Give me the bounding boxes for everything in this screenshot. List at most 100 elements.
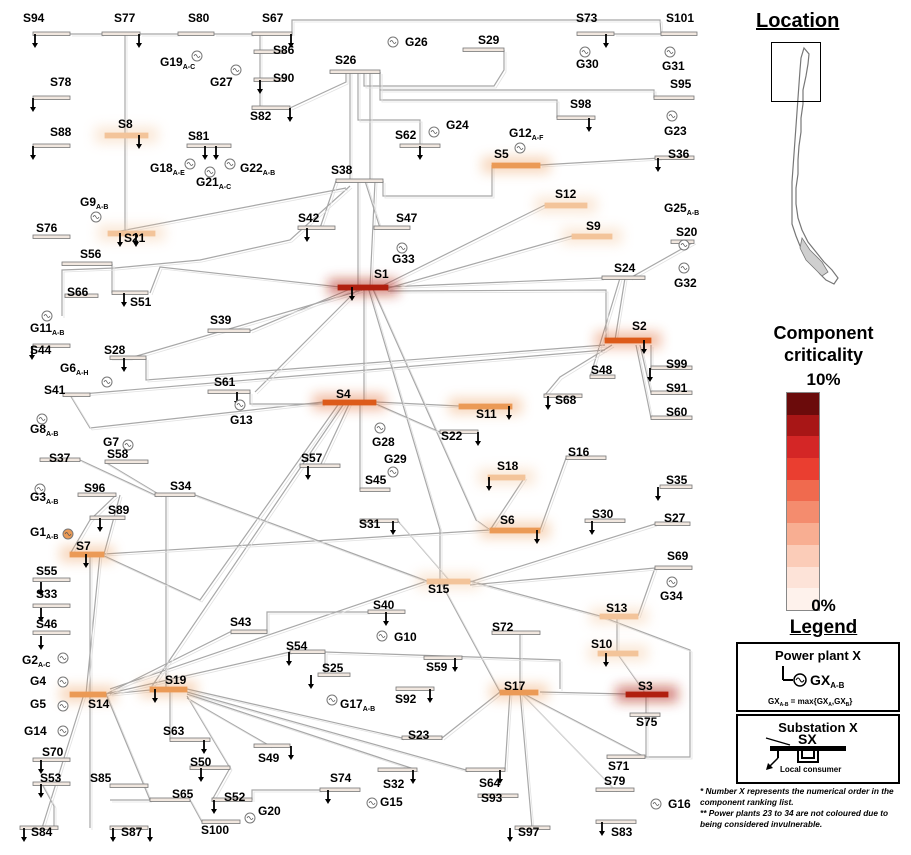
substation-label: S25 <box>322 661 344 675</box>
transmission-line <box>324 651 561 689</box>
substation-bus <box>629 712 661 717</box>
legend-substation-box: Substation X SX Local consumer <box>736 714 900 784</box>
transmission-line-shadow <box>371 182 378 290</box>
transmission-line-shadow <box>616 279 628 343</box>
substation-label: S3 <box>638 679 653 693</box>
transmission-line <box>375 401 460 407</box>
power-plant-label: G11A-B <box>30 321 64 337</box>
substation-label: S45 <box>365 473 387 487</box>
transmission-line-shadow <box>251 394 325 407</box>
substation-bus <box>289 649 326 654</box>
substation-bus <box>659 484 693 489</box>
transmission-line <box>363 50 505 87</box>
substation-bus <box>211 797 253 802</box>
substation-label: S82 <box>250 109 272 123</box>
scale-step <box>786 523 820 545</box>
scale-step <box>786 501 820 524</box>
substation-bus <box>32 95 71 100</box>
load-arrow-head <box>152 698 158 703</box>
side-panel: Location Component criticality 10% 0% Le… <box>700 0 911 855</box>
substation-label: S46 <box>36 617 58 631</box>
substation-bus <box>514 825 551 830</box>
substation-bus <box>253 77 286 82</box>
transmission-line-shadow <box>521 693 618 793</box>
substation-label: S94 <box>23 11 45 25</box>
substation-label: S54 <box>286 639 308 653</box>
transmission-line-shadow <box>291 74 349 111</box>
load-arrow-head <box>83 563 89 568</box>
load-arrow-head <box>198 777 204 782</box>
load-arrow-head <box>390 530 396 535</box>
load-arrow-head <box>305 475 311 480</box>
transmission-line-shadow <box>71 496 119 557</box>
power-plant-label: G23 <box>664 124 687 138</box>
power-plant-label: G34 <box>660 589 683 603</box>
substation-label: S96 <box>84 481 106 495</box>
substation-bus <box>149 797 191 802</box>
power-plant-label: G19A-C <box>160 55 195 71</box>
transmission-line-shadow <box>106 463 163 498</box>
substation-label: S93 <box>481 791 503 805</box>
legend-substation-label: SX <box>798 732 817 747</box>
transmission-line <box>69 394 324 429</box>
load-arrow-head <box>110 837 116 842</box>
load-arrow-head <box>497 779 503 784</box>
power-plant-wave <box>38 417 46 421</box>
power-plant-label: G8A-B <box>30 422 58 438</box>
scale-step <box>786 458 820 480</box>
scale-step <box>786 479 820 502</box>
power-plant-wave <box>103 380 111 384</box>
transmission-line-shadow <box>521 693 535 831</box>
substation-bus <box>654 565 693 570</box>
substation-label: S84 <box>31 825 53 839</box>
substation-label: S17 <box>504 679 526 693</box>
transmission-line <box>145 344 606 381</box>
transmission-line <box>105 693 151 801</box>
substation-bus <box>597 650 639 657</box>
transmission-line <box>186 695 231 769</box>
substation-bus <box>359 518 399 523</box>
substation-bus <box>201 819 241 824</box>
substation-label: S73 <box>576 11 598 25</box>
transmission-line-shadow <box>188 699 273 749</box>
transmission-line-shadow <box>151 268 343 296</box>
power-plant-label: G22A-B <box>240 161 275 177</box>
power-plant-label: G1A-B <box>30 525 58 541</box>
substation-label: S89 <box>108 503 130 517</box>
transmission-line-shadow <box>541 459 569 533</box>
transmission-line <box>504 691 511 771</box>
criticality-color-scale <box>786 392 820 611</box>
substation-bus <box>89 515 126 520</box>
transmission-line-shadow <box>601 617 693 760</box>
load-arrow-head <box>213 155 219 160</box>
load-arrow-head <box>417 155 423 160</box>
substation-label: S43 <box>230 615 252 629</box>
substation-label: S61 <box>214 375 236 389</box>
load-arrow-head <box>38 645 44 650</box>
power-plant-label: G30 <box>576 57 599 71</box>
transmission-line <box>186 697 271 747</box>
power-plant-label: G21A-C <box>196 175 231 191</box>
substation-bus <box>253 49 286 54</box>
substation-label: S53 <box>40 771 62 785</box>
power-plant-wave <box>226 162 234 166</box>
transmission-line <box>319 180 337 229</box>
footnote-1: * Number X represents the numerical orde… <box>700 786 894 807</box>
power-plant-wave <box>246 816 254 820</box>
legend-consumer-label: Local consumer <box>780 765 841 774</box>
transmission-line-shadow <box>471 525 658 585</box>
transmission-line-shadow <box>541 159 663 168</box>
power-plant-wave <box>206 170 214 174</box>
transmission-line-shadow <box>321 403 353 469</box>
substation-label: S87 <box>121 825 143 839</box>
legend-power-plant-box: Power plant X GXA-B GXA-B = max{GXA,GXB} <box>736 642 900 712</box>
transmission-line-shadow <box>541 693 629 697</box>
substation-label: S8 <box>118 117 133 131</box>
substation-bus <box>654 521 691 526</box>
load-arrow-head <box>211 809 217 814</box>
substation-bus <box>32 577 71 582</box>
transmission-line <box>289 72 347 109</box>
substation-bus <box>169 737 211 742</box>
substation-bus <box>584 518 626 523</box>
power-plant-label: G6A-H <box>60 361 88 377</box>
